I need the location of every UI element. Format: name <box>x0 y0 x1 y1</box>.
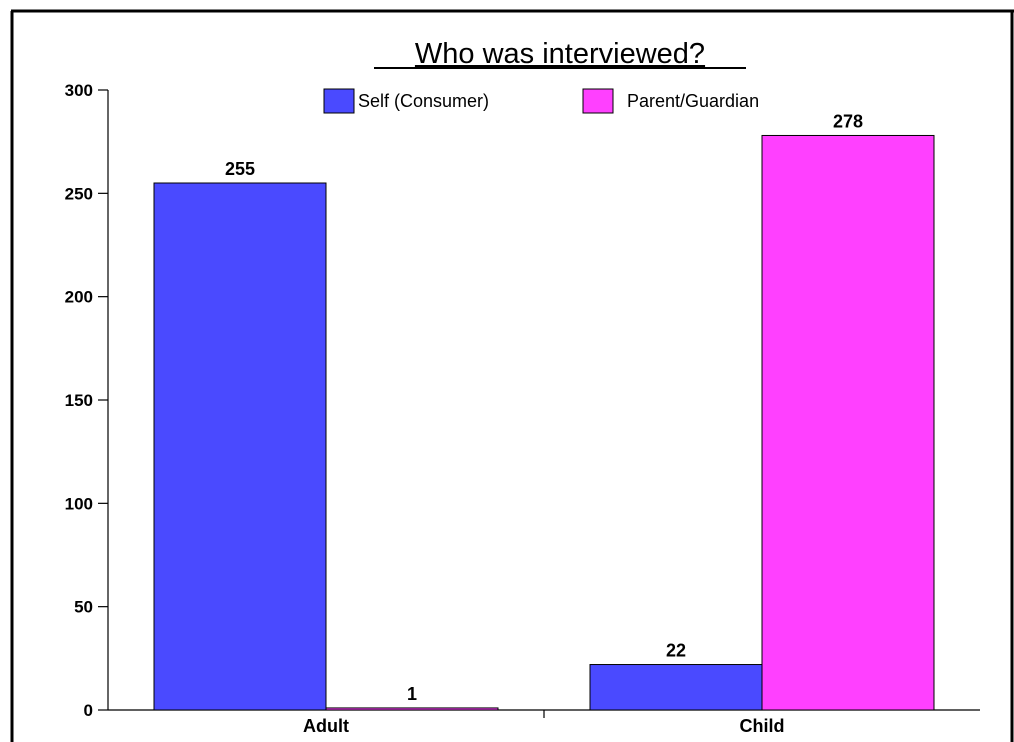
y-tick-label: 250 <box>65 184 93 203</box>
data-label: 1 <box>407 684 417 704</box>
legend-label: Parent/Guardian <box>627 91 759 111</box>
x-tick-label: Child <box>740 716 785 736</box>
y-tick-label: 150 <box>65 391 93 410</box>
y-tick-label: 50 <box>74 598 93 617</box>
chart-title: Who was interviewed? <box>415 38 705 70</box>
data-label: 22 <box>666 641 686 661</box>
bar <box>153 182 327 711</box>
y-tick-label: 300 <box>65 81 93 100</box>
data-label: 278 <box>833 111 863 131</box>
y-tick-label: 200 <box>65 288 93 307</box>
bars: 255 1 22 278 <box>153 111 935 711</box>
data-label: 255 <box>225 159 255 179</box>
bar <box>761 134 935 711</box>
x-tick-label: Adult <box>303 716 349 736</box>
bar <box>589 664 763 711</box>
legend-swatch <box>323 88 355 114</box>
legend-label: Self (Consumer) <box>358 91 489 111</box>
y-tick-label: 0 <box>84 701 93 720</box>
legend: Self (Consumer) Parent/Guardian <box>323 88 759 114</box>
y-tick-label: 100 <box>65 494 93 513</box>
legend-swatch <box>582 88 614 114</box>
bar <box>325 707 499 711</box>
